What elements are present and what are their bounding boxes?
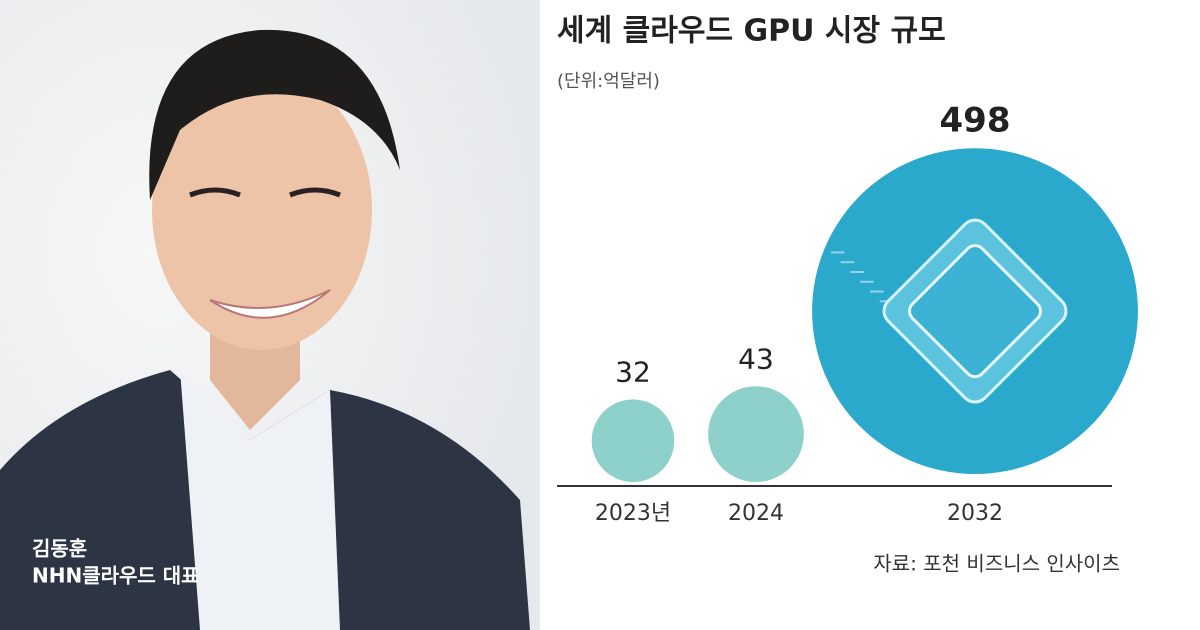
category-label: 2024 [728, 501, 784, 526]
chart-subtitle: (단위:억달러) [557, 71, 660, 92]
value-label: 32 [615, 355, 651, 388]
caption-title: NHN클라우드 대표 [32, 564, 200, 588]
bubble [708, 386, 804, 482]
caption-name: 김동훈 [32, 537, 87, 561]
chip-inner [907, 244, 1043, 379]
bubble [591, 399, 675, 482]
chart-title: 세계 클라우드 GPU 시장 규모 [557, 14, 946, 49]
portrait [0, 29, 530, 630]
source: 자료: 포천 비즈니스 인사이츠 [873, 552, 1120, 576]
value-label: 498 [940, 101, 1011, 141]
category-label: 2032 [947, 501, 1003, 526]
chip-icon [830, 218, 1068, 404]
value-label: 43 [738, 342, 774, 375]
category-label: 2023년 [595, 501, 671, 526]
